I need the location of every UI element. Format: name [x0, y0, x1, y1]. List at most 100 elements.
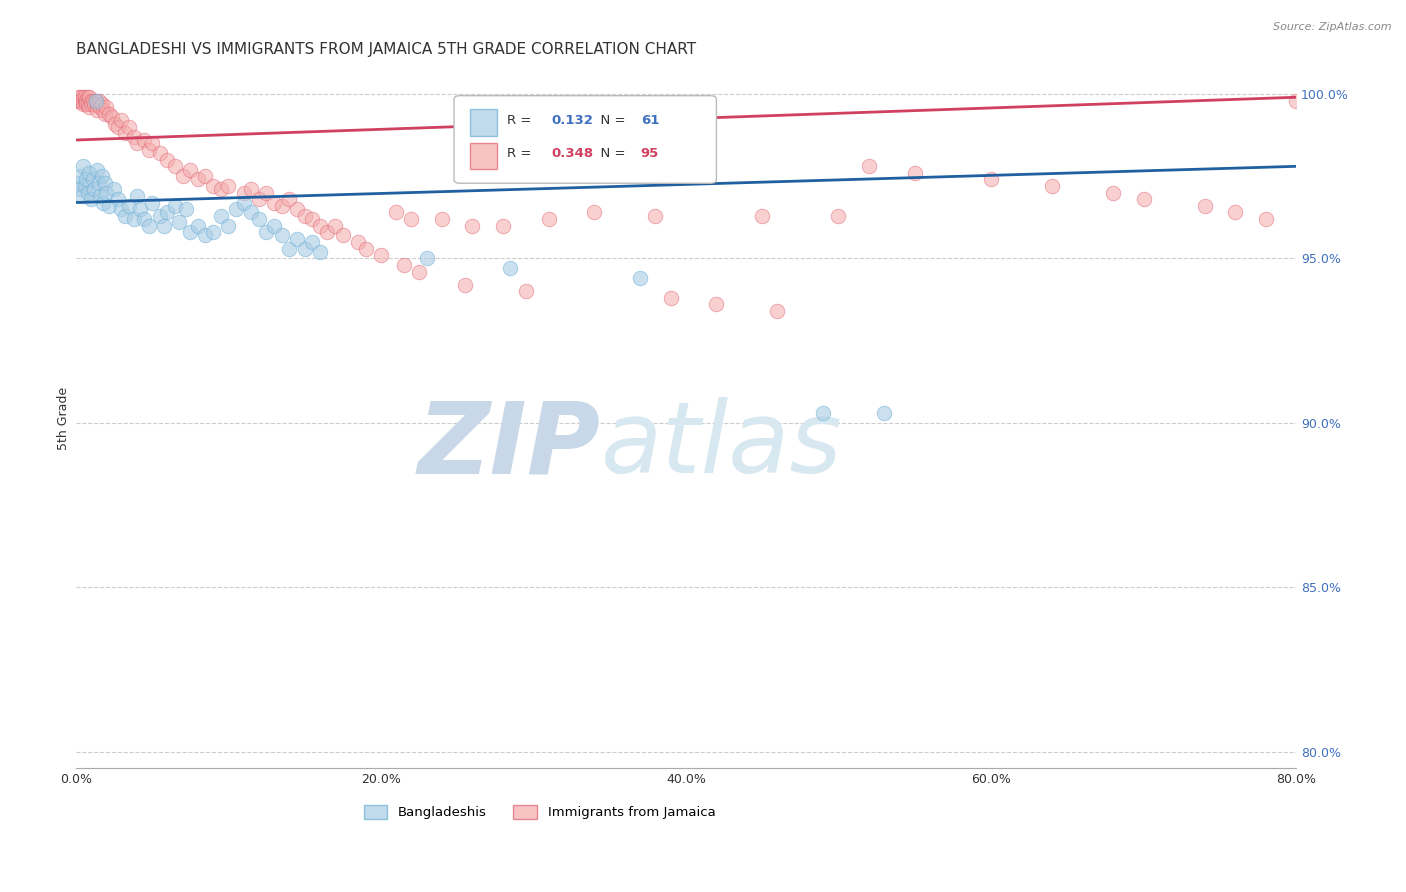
- Point: [107, 120, 129, 134]
- Point: [1102, 186, 1125, 200]
- Point: [254, 225, 277, 239]
- Point: [873, 406, 896, 420]
- Point: [980, 172, 1002, 186]
- Point: [492, 219, 515, 233]
- Point: [659, 291, 682, 305]
- Point: [187, 172, 209, 186]
- Point: [118, 120, 141, 134]
- Point: [67, 182, 90, 196]
- Point: [91, 195, 114, 210]
- Point: [194, 228, 217, 243]
- Point: [98, 199, 121, 213]
- Point: [247, 192, 270, 206]
- Text: 0.132: 0.132: [551, 113, 593, 127]
- Point: [904, 166, 927, 180]
- Point: [153, 219, 176, 233]
- Point: [82, 172, 104, 186]
- Point: [73, 94, 96, 108]
- Point: [69, 90, 91, 104]
- Point: [766, 304, 789, 318]
- Point: [141, 195, 163, 210]
- Point: [392, 258, 415, 272]
- Point: [122, 211, 145, 226]
- Point: [86, 96, 108, 111]
- Point: [415, 252, 437, 266]
- Point: [354, 242, 377, 256]
- Point: [110, 113, 132, 128]
- Point: [1194, 199, 1216, 213]
- Point: [138, 143, 160, 157]
- Point: [332, 228, 354, 243]
- Point: [751, 209, 773, 223]
- Point: [583, 205, 606, 219]
- Point: [194, 169, 217, 184]
- Point: [72, 159, 94, 173]
- Point: [149, 209, 172, 223]
- Point: [80, 96, 103, 111]
- Point: [90, 96, 112, 111]
- Point: [301, 211, 323, 226]
- Point: [461, 219, 484, 233]
- Point: [174, 202, 197, 216]
- Point: [169, 215, 191, 229]
- Point: [1285, 94, 1308, 108]
- Point: [75, 94, 97, 108]
- Point: [385, 205, 408, 219]
- Point: [80, 192, 103, 206]
- Point: [72, 90, 94, 104]
- Point: [87, 94, 110, 108]
- Point: [240, 182, 263, 196]
- Point: [263, 219, 285, 233]
- Point: [134, 211, 156, 226]
- Point: [202, 179, 225, 194]
- Point: [125, 189, 148, 203]
- Point: [72, 96, 94, 111]
- Point: [82, 94, 104, 108]
- Point: [858, 159, 880, 173]
- Text: 95: 95: [641, 147, 659, 161]
- Point: [122, 129, 145, 144]
- Point: [141, 136, 163, 151]
- Text: Source: ZipAtlas.com: Source: ZipAtlas.com: [1274, 22, 1392, 32]
- Point: [499, 261, 522, 276]
- Point: [254, 186, 277, 200]
- Text: R =: R =: [506, 113, 536, 127]
- Point: [66, 94, 89, 108]
- Point: [66, 176, 89, 190]
- Point: [79, 100, 101, 114]
- Point: [79, 166, 101, 180]
- Bar: [470, 109, 496, 136]
- Point: [98, 106, 121, 120]
- Point: [225, 202, 247, 216]
- Point: [107, 192, 129, 206]
- Point: [138, 219, 160, 233]
- Point: [91, 103, 114, 118]
- Point: [247, 211, 270, 226]
- Point: [706, 297, 728, 311]
- Point: [1223, 205, 1246, 219]
- Point: [217, 179, 239, 194]
- Point: [628, 271, 651, 285]
- Point: [232, 195, 254, 210]
- Point: [232, 186, 254, 200]
- Point: [163, 199, 186, 213]
- Point: [1040, 179, 1063, 194]
- Point: [70, 189, 93, 203]
- Point: [70, 94, 93, 108]
- Point: [401, 211, 423, 226]
- Point: [370, 248, 392, 262]
- Point: [79, 90, 101, 104]
- Point: [103, 182, 125, 196]
- Point: [128, 202, 150, 216]
- Point: [118, 199, 141, 213]
- Point: [96, 100, 118, 114]
- Point: [163, 159, 186, 173]
- Text: 61: 61: [641, 113, 659, 127]
- Point: [86, 162, 108, 177]
- Point: [86, 103, 108, 118]
- Point: [278, 192, 301, 206]
- Point: [96, 186, 118, 200]
- Point: [240, 205, 263, 219]
- Point: [89, 189, 111, 203]
- Point: [156, 205, 179, 219]
